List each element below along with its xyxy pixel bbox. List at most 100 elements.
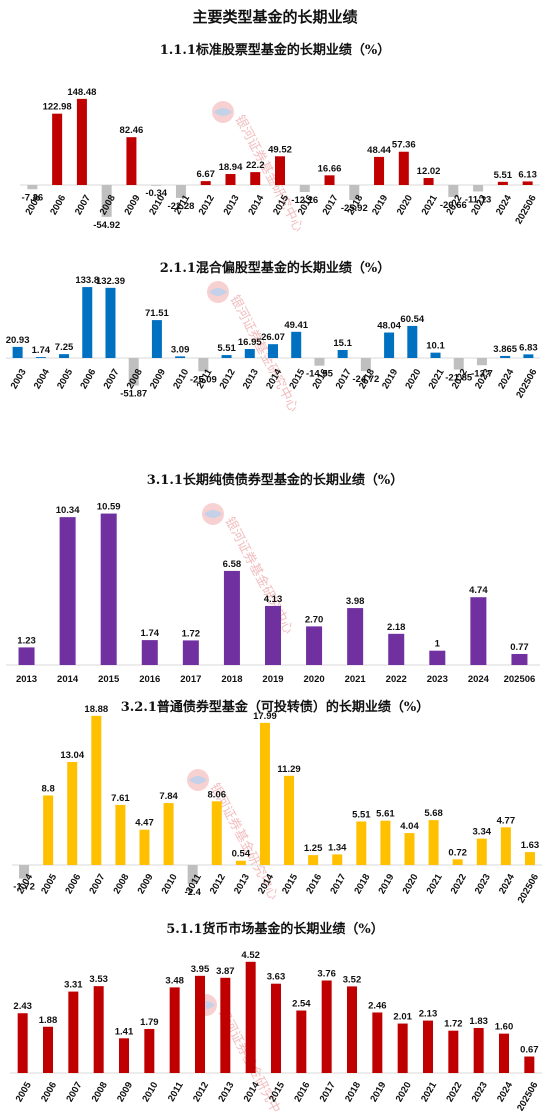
tick-label: 2009 [122,193,142,217]
bar [347,608,364,665]
tick-label: 2020 [394,1080,414,1104]
tick-label: 2006 [48,193,68,217]
tick-label: 2020 [401,872,421,896]
bar [163,803,174,865]
bar [82,287,93,358]
tick-label: 202506 [513,193,538,226]
data-label: 10.34 [56,505,80,516]
bar [523,354,534,358]
data-label: 0.67 [520,1045,539,1056]
bar [93,986,104,1073]
bar [296,1010,307,1073]
data-label: 6.83 [519,342,538,353]
chart-title: 1.1.1标准股票型基金的长期业绩（%） [160,42,391,58]
tick-label: 2015 [98,674,120,685]
tick-label: 2013 [222,193,242,217]
bar [473,1027,484,1073]
data-label: 5.51 [217,343,236,354]
tick-label: 2007 [102,367,122,391]
bar [126,137,137,185]
tick-label: 2017 [328,872,348,896]
data-label: -13.7 [471,368,493,379]
bar [524,852,535,865]
bar [235,860,246,865]
data-label: 17.99 [253,711,277,722]
data-label: 6.58 [223,559,242,570]
data-label: 148.48 [67,87,96,98]
data-label: 4.13 [264,594,283,605]
data-label: 3.34 [473,827,492,838]
data-label: 1.63 [521,840,540,851]
data-label: 2.46 [368,1000,387,1011]
data-label: 133.8 [75,275,99,286]
data-label: -51.87 [120,388,147,399]
tick-label: 2010 [171,367,191,391]
data-label: 2.13 [419,1009,438,1020]
chart-title: 5.1.1货币市场基金的长期业绩（%） [166,921,384,937]
bar [115,804,126,865]
data-label: 48.04 [377,321,401,332]
data-label: 13.04 [60,750,84,761]
bar [151,320,162,358]
data-label: -11.13 [465,194,491,205]
data-label: -1.72 [13,882,35,893]
data-label: -12.16 [291,195,318,206]
data-label: 3.48 [165,975,184,986]
data-label: 49.41 [284,320,308,331]
bar [128,358,139,386]
tick-label: 2016 [292,1080,312,1104]
bar [522,181,533,185]
bar [223,570,240,665]
data-label: 6.67 [196,169,215,180]
data-label: 10.1 [426,341,445,352]
data-label: 49.52 [268,144,292,155]
bar [268,344,278,358]
bar [59,354,70,358]
data-label: 4.77 [497,815,516,826]
tick-label: 2011 [166,1080,186,1104]
data-label: 15.1 [333,338,352,349]
bar [68,991,79,1073]
bar [271,983,281,1073]
tick-label: 2018 [221,674,242,685]
tick-label: 2013 [232,872,252,896]
bar [244,349,255,358]
bar [374,156,385,185]
bar [119,1038,129,1073]
tick-label: 2022 [444,1080,464,1104]
data-label: 2.54 [292,999,311,1010]
tick-label: 2023 [470,1080,490,1104]
bar [220,977,231,1073]
data-label: 122.98 [43,102,72,113]
bar [27,185,38,190]
bar [12,346,23,358]
data-label: 3.53 [89,974,108,985]
bar [43,1026,53,1073]
bar [332,854,343,865]
bar [372,1012,383,1073]
data-label: 60.54 [400,314,424,325]
data-label: 0.72 [448,847,467,858]
bar [306,626,323,665]
data-label: 1.25 [304,843,323,854]
bar [18,647,35,665]
bar [453,358,464,370]
watermark-logo-icon [202,503,224,525]
bar [428,820,439,865]
data-label: 1.60 [495,1022,514,1033]
bar [448,1030,459,1073]
data-label: 0.77 [510,642,529,653]
tick-label: 2013 [216,1080,236,1104]
data-label: 3.865 [493,344,517,355]
tick-label: 2012 [218,367,238,391]
tick-label: 2007 [87,872,107,896]
tick-label: 2020 [304,674,325,685]
data-label: -0.34 [145,188,167,199]
tick-label: 2007 [73,193,93,217]
data-label: 7.61 [111,793,130,804]
data-label: 3.09 [171,344,190,355]
hybrid-equity-fund-chart: 2.1.1混合偏股型基金的长期业绩（%）银河证券基金研究中心20.9320031… [6,260,540,415]
data-label: 1.74 [141,628,160,639]
convertible-bond-fund-chart: 3.2.1普通债券型基金（可投转债）的长期业绩（%）银河证券基金研究中心-1.7… [12,699,542,905]
tick-label: 2014 [57,674,79,685]
